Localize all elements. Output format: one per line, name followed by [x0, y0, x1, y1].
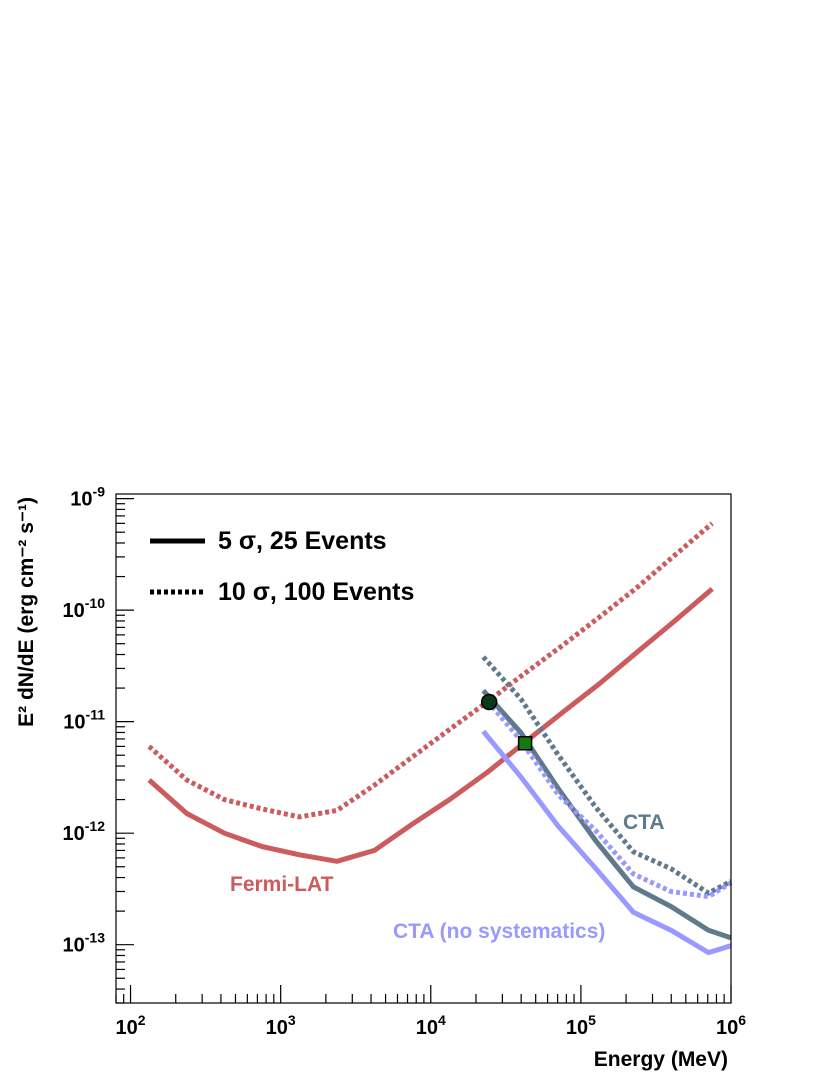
annotation-fermi-lat: Fermi-LAT [230, 873, 334, 896]
y-tick-label: 10-9 [70, 484, 105, 511]
x-tick-label: 104 [416, 1012, 446, 1039]
y-axis-title: E² dN/dE (erg cm⁻² s⁻¹) [15, 497, 38, 727]
series-fermi-lat-dotted-line [147, 521, 714, 820]
tick-labels: 102 103 104 105 106 10-13 10-12 10-11 10-10 10-9 [63, 484, 747, 1039]
marker-square [517, 736, 533, 751]
y-tick-label: 10-13 [63, 930, 106, 957]
y-tick-label: 10-11 [63, 707, 105, 734]
axis-ticks [115, 498, 732, 1004]
annotation-cta: CTA [623, 811, 665, 834]
x-axis-title: Energy (MeV) [594, 1048, 728, 1071]
marker-circle [480, 693, 498, 711]
series-cta-no-systematics-solid-line [481, 729, 732, 956]
y-tick-label: 10-12 [63, 818, 106, 845]
series-cta-no-systematics-dotted-line [481, 694, 733, 900]
legend-dotted-label: 10 σ, 100 Events [218, 578, 414, 606]
series-cta-dotted-line [481, 655, 733, 896]
legend: 5 σ, 25 Events 10 σ, 100 Events [150, 527, 414, 606]
x-tick-label: 105 [566, 1012, 596, 1039]
x-tick-label: 102 [116, 1012, 146, 1039]
series-fermi-lat-solid-line [147, 586, 714, 864]
annotation-cta-no-systematics: CTA (no systematics) [393, 920, 605, 943]
legend-solid-label: 5 σ, 25 Events [218, 527, 387, 555]
x-tick-label: 106 [716, 1012, 746, 1039]
y-tick-label: 10-10 [63, 595, 106, 622]
series-cta-solid-line [481, 688, 732, 941]
curves-layer [147, 521, 733, 956]
markers-layer [480, 693, 533, 751]
x-tick-label: 103 [266, 1012, 296, 1039]
